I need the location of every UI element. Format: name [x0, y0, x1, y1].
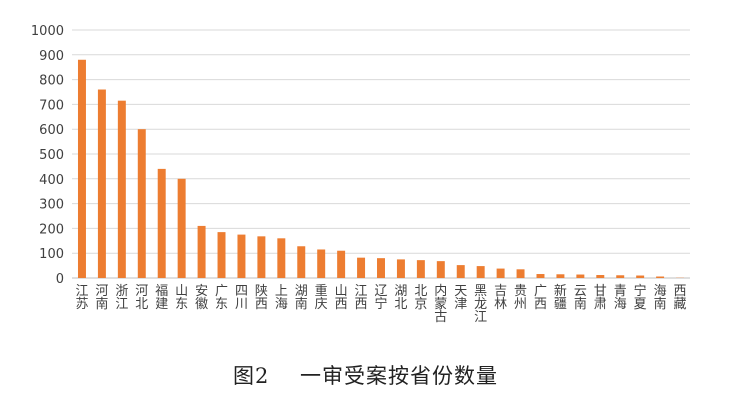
x-tick-label: 甘肃 [594, 284, 607, 312]
y-tick-label: 600 [39, 123, 64, 138]
bar [396, 259, 405, 278]
x-tick-label: 天津 [454, 284, 467, 312]
x-tick-label: 江西 [355, 284, 368, 312]
bar [596, 275, 605, 278]
bar [137, 129, 146, 278]
y-tick-label: 800 [39, 74, 64, 89]
x-tick-label: 湖南 [295, 284, 308, 312]
x-tick-label: 内蒙古 [434, 283, 447, 325]
x-tick-label: 海南 [654, 284, 667, 312]
y-tick-label: 100 [39, 247, 64, 262]
y-tick-label: 700 [39, 98, 64, 113]
bar [217, 232, 226, 278]
x-tick-label: 青海 [614, 284, 627, 312]
bar-chart: 0 100 200 300 400 500 600 700 800 900 1000 江苏河南浙江河北… [31, 24, 690, 325]
x-tick-label: 新疆 [554, 283, 567, 312]
x-tick-label: 四川 [235, 284, 248, 312]
x-tick-label: 安徽 [195, 284, 208, 312]
bar [117, 100, 126, 279]
bar [456, 265, 465, 278]
bar [496, 268, 505, 278]
x-tick-label: 上海 [275, 284, 288, 312]
bar [436, 261, 445, 278]
x-tick-label: 陕西 [255, 284, 268, 312]
y-tick-label: 900 [39, 49, 64, 64]
x-tick-label: 北京 [414, 284, 427, 312]
x-tick-label: 重庆 [315, 283, 328, 312]
bar [636, 275, 645, 278]
bar [377, 258, 385, 278]
bar [97, 89, 106, 279]
bar [77, 59, 86, 279]
bar [297, 246, 306, 278]
y-tick-label: 1000 [31, 24, 64, 39]
x-tick-label: 宁夏 [634, 283, 647, 312]
x-tick-label: 广西 [534, 284, 547, 312]
bar [656, 276, 665, 278]
bar [257, 236, 266, 278]
bar [616, 275, 625, 278]
x-tick-label: 山西 [335, 284, 348, 312]
x-tick-label: 湖北 [394, 284, 407, 312]
bar [357, 257, 366, 278]
x-tick-label: 河北 [135, 284, 148, 312]
y-tick-label: 500 [39, 148, 64, 163]
x-tick-label: 河南 [95, 284, 108, 312]
x-tick-label: 贵州 [514, 284, 527, 312]
bar [177, 178, 186, 278]
x-tick-label: 江苏 [75, 284, 88, 312]
x-tick-label: 云南 [574, 284, 587, 312]
bar [317, 249, 326, 278]
x-tick-label: 吉林 [494, 284, 507, 312]
x-tick-label: 福建 [155, 284, 168, 312]
bar [197, 225, 206, 278]
x-tick-label: 黑龙江 [474, 284, 487, 325]
bar [576, 274, 585, 278]
y-tick-label: 300 [39, 198, 64, 213]
x-tick-label: 西藏 [674, 284, 687, 312]
y-tick-label: 200 [39, 222, 64, 237]
x-tick-label: 辽宁 [374, 284, 387, 312]
bar [516, 269, 525, 278]
bar [536, 274, 545, 278]
bar [337, 250, 346, 278]
bar [277, 238, 286, 278]
bar [556, 274, 565, 278]
y-tick-label: 0 [56, 272, 64, 287]
bar [416, 260, 425, 278]
figure-caption: 图2 一审受案按省份数量 [232, 364, 499, 388]
x-tick-label: 浙江 [115, 284, 128, 312]
bar [476, 266, 485, 278]
bar [157, 168, 166, 278]
bar [237, 234, 246, 278]
x-tick-label: 广东 [215, 284, 228, 312]
y-tick-label: 400 [39, 173, 64, 188]
x-tick-label: 山东 [175, 284, 188, 312]
